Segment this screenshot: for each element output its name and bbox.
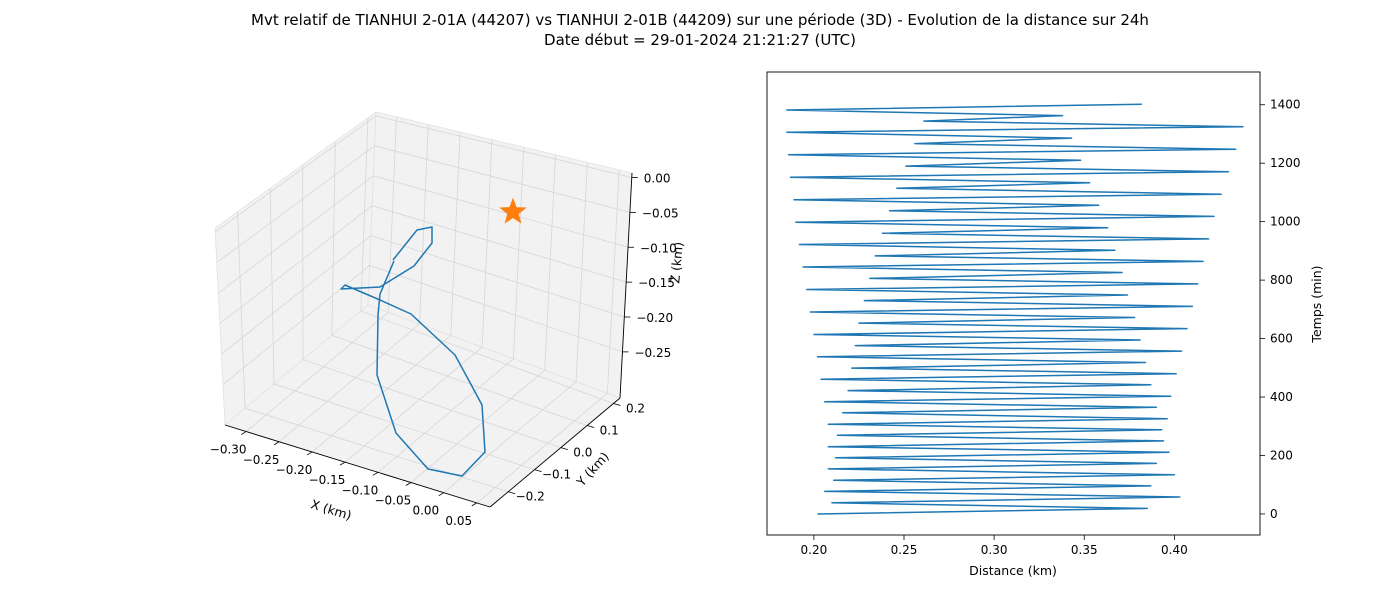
- x-tick-mark: [306, 451, 313, 456]
- x-tick-label: 0.25: [891, 543, 918, 557]
- plot-distance-time: 0.20 0.25 0.30 0.35 0.40 0 200 400 600 800 1000 12…: [766, 71, 1324, 578]
- y-tick-label: 600: [1270, 332, 1293, 346]
- x-tick-label: −0.15: [309, 473, 346, 487]
- z-tick-label: −0.15: [638, 276, 675, 290]
- z-gridline: [221, 235, 625, 355]
- z-tick-label: −0.05: [642, 206, 679, 220]
- x-tick-label: 0.40: [1161, 543, 1188, 557]
- z-axis-label: Z (km): [667, 241, 686, 284]
- x-gridline: [410, 154, 556, 483]
- x-axis-line: [224, 424, 491, 508]
- x-tick-label: −0.05: [374, 494, 411, 508]
- y-tick-mark: [613, 403, 621, 406]
- y-tick-label: 0.2: [626, 401, 645, 415]
- figure-title-line-1: Mvt relatif de TIANHUI 2-01A (44207) vs …: [251, 11, 1149, 29]
- y-tick-label: −0.1: [542, 468, 571, 482]
- x-tick-label: −0.25: [243, 453, 280, 467]
- y-tick-label: 200: [1270, 448, 1293, 462]
- x-tick-label: 0.05: [445, 514, 472, 528]
- y-ticks: 0 200 400 600 800 1000 1200 1400: [1260, 98, 1301, 521]
- y-tick-mark: [560, 447, 568, 450]
- z-gridline: [219, 205, 627, 324]
- y-tick-label: 800: [1270, 273, 1293, 287]
- reference-star-marker: [499, 197, 527, 224]
- x-gridline: [476, 169, 620, 504]
- y-tick-label: −0.2: [516, 490, 545, 504]
- y-tick-mark: [587, 425, 595, 428]
- z-gridline: [216, 145, 631, 263]
- y-gridline: [237, 211, 509, 493]
- z-gridline: [222, 264, 623, 385]
- distance-series-line: [786, 103, 1244, 515]
- z-gridline: [218, 175, 629, 294]
- x-gridline: [278, 124, 429, 443]
- trajectory-line: [340, 226, 486, 477]
- y-gridline: [331, 141, 588, 426]
- y-tick-label: 1200: [1270, 156, 1301, 170]
- y-tick-label: 400: [1270, 390, 1293, 404]
- z-gridline: [214, 115, 632, 233]
- y-gridline: [269, 188, 535, 471]
- x-tick-label: −0.10: [342, 483, 379, 497]
- x-tick-mark: [372, 471, 379, 476]
- x-tick-mark: [273, 441, 280, 446]
- ticks-3d: −0.30−0.25−0.20−0.15−0.10−0.050.000.050.…: [210, 172, 679, 528]
- x-gridline: [344, 139, 493, 463]
- x-tick-mark: [405, 482, 412, 486]
- y-tick-label: 0: [1270, 507, 1278, 521]
- x-gridline: [377, 147, 525, 473]
- x-tick-mark: [339, 461, 346, 466]
- plot-3d: −0.30−0.25−0.20−0.15−0.10−0.050.000.050.…: [210, 111, 686, 528]
- y-tick-mark: [534, 469, 542, 473]
- x-tick-mark: [471, 502, 477, 507]
- x-tick-label: −0.30: [210, 443, 247, 457]
- y-tick-label: 1000: [1270, 215, 1301, 229]
- y-tick-label: 0.1: [600, 424, 619, 438]
- y-axis-line: [489, 397, 621, 508]
- z-tick-label: 0.00: [644, 172, 671, 186]
- x-ticks: 0.20 0.25 0.30 0.35 0.40: [801, 535, 1188, 557]
- x-gridline: [443, 162, 588, 494]
- y-tick-label: 0.0: [573, 446, 592, 460]
- x-tick-mark: [438, 492, 445, 497]
- x-axis-label: X (km): [309, 496, 353, 523]
- x-axis-label-distance: Distance (km): [969, 563, 1057, 578]
- x-tick-label: 0.00: [412, 504, 439, 518]
- z-tick-label: −0.25: [634, 346, 671, 360]
- grid-3d: [214, 115, 632, 504]
- x-tick-label: −0.20: [276, 463, 313, 477]
- x-tick-label: 0.20: [801, 543, 828, 557]
- z-tick-label: −0.10: [640, 241, 677, 255]
- x-gridline: [245, 116, 397, 432]
- y-tick-mark: [508, 491, 516, 495]
- y-axis-label-time: Temps (min): [1309, 265, 1324, 343]
- y-gridline: [360, 117, 614, 404]
- x-tick-label: 0.30: [981, 543, 1008, 557]
- figure-title-line-2: Date début = 29-01-2024 21:21:27 (UTC): [544, 31, 856, 49]
- x-tick-label: 0.35: [1071, 543, 1098, 557]
- y-gridline: [302, 164, 561, 448]
- y-tick-label: 1400: [1270, 98, 1301, 112]
- z-tick-label: −0.20: [636, 311, 673, 325]
- x-tick-mark: [240, 431, 247, 435]
- z-axis-line: [619, 172, 633, 399]
- x-gridline: [311, 132, 461, 453]
